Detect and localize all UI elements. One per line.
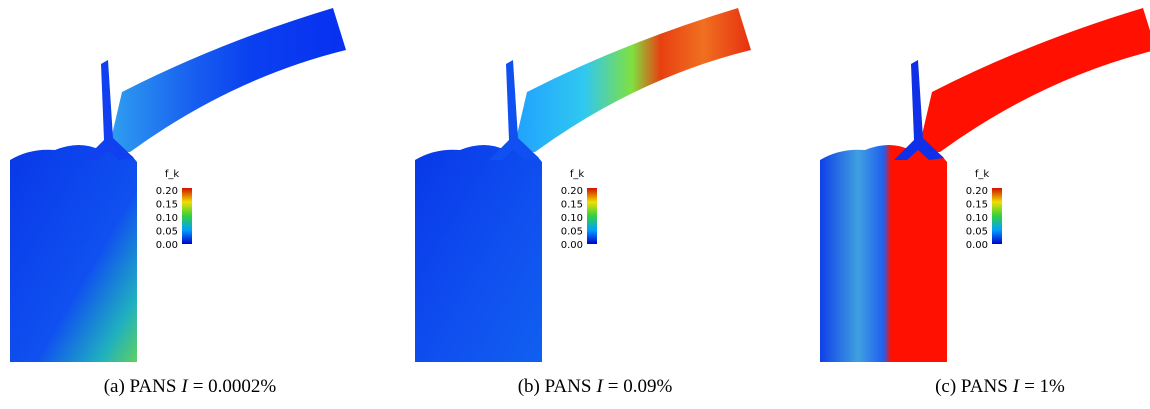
colorbar-tick: 0.00: [561, 240, 583, 251]
colorbar-title: f_k: [975, 169, 990, 180]
intake-port: [108, 8, 346, 152]
colorbar-tick: 0.15: [156, 200, 178, 211]
colorbar-title: f_k: [570, 169, 585, 180]
colorbar-tick: 0.05: [966, 227, 988, 238]
colorbar: [992, 188, 1002, 244]
colorbar-tick: 0.10: [561, 213, 583, 224]
caption-prefix: (c) PANS: [935, 376, 1008, 397]
colorbar-tick: 0.10: [966, 213, 988, 224]
colorbar-tick: 0.05: [561, 227, 583, 238]
colorbar: [587, 188, 597, 244]
caption-variable: I: [180, 376, 189, 397]
intake-port: [918, 8, 1150, 152]
colorbar-tick: 0.10: [156, 213, 178, 224]
cylinder: [415, 145, 542, 362]
colorbar-tick: 0.05: [156, 227, 178, 238]
colorbar-tick: 0.20: [966, 186, 988, 197]
figure: f_k0.200.150.100.050.00(a) PANSI= 0.0002…: [0, 0, 1150, 409]
caption-value: = 0.09%: [608, 376, 673, 397]
colorbar-tick: 0.15: [966, 200, 988, 211]
colorbar-tick: 0.15: [561, 200, 583, 211]
cylinder: [10, 145, 137, 362]
caption-prefix: (a) PANS: [104, 376, 177, 397]
colorbar: [182, 188, 192, 244]
colorbar-tick: 0.20: [156, 186, 178, 197]
colorbar-title: f_k: [165, 169, 180, 180]
caption-variable: I: [1012, 376, 1021, 397]
colorbar-tick: 0.00: [966, 240, 988, 251]
intake-port: [513, 8, 751, 152]
caption-value: = 1%: [1024, 376, 1065, 397]
caption-variable: I: [595, 376, 604, 397]
colorbar-tick: 0.20: [561, 186, 583, 197]
caption-value: = 0.0002%: [193, 376, 277, 397]
colorbar-tick: 0.00: [156, 240, 178, 251]
caption-prefix: (b) PANS: [518, 376, 592, 397]
cylinder: [820, 145, 947, 362]
